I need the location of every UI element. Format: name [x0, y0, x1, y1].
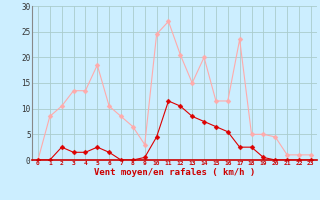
X-axis label: Vent moyen/en rafales ( km/h ): Vent moyen/en rafales ( km/h ) — [94, 168, 255, 177]
